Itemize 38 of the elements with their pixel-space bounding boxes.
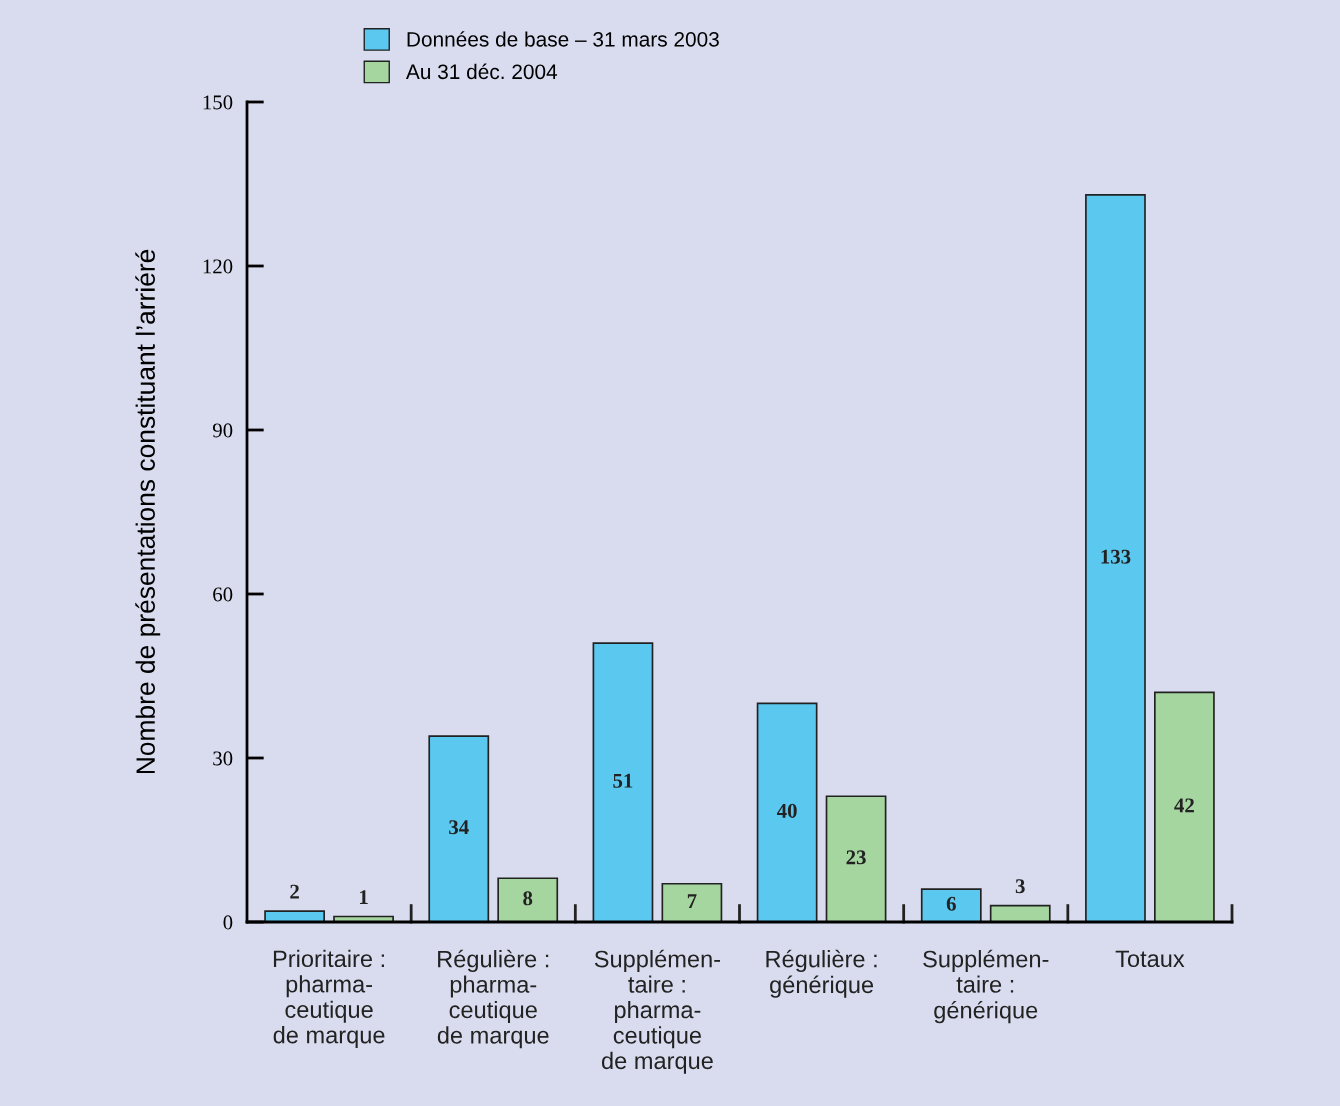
bar — [1085, 194, 1146, 922]
legend-label: Données de base – 31 mars 2003 — [407, 31, 719, 47]
bar — [989, 904, 1051, 922]
data-label: 7 — [687, 894, 697, 908]
data-label: 8 — [523, 891, 533, 906]
data-label: 40 — [776, 803, 797, 818]
data-label: 34 — [449, 820, 469, 835]
data-label: 1 — [360, 890, 368, 904]
bar — [756, 702, 818, 922]
bar — [825, 795, 887, 922]
x-tick-label: Régulière : générique — [766, 949, 877, 998]
legend-label: Au 31 déc. 2004 — [405, 63, 558, 80]
data-label: 6 — [946, 896, 956, 911]
y-tick-label: 0 — [223, 915, 233, 930]
x-tick-label: Supplémen- taire : générique — [923, 949, 1049, 1024]
bar — [428, 735, 490, 922]
bar — [264, 910, 325, 922]
x-tick-label: Prioritaire : pharma- ceutique de marque — [273, 949, 385, 1049]
x-tick-label: Totaux — [1115, 950, 1185, 968]
data-label: 3 — [1015, 879, 1025, 894]
bar — [592, 642, 654, 922]
data-label: 51 — [613, 773, 633, 788]
bar — [920, 888, 982, 922]
y-tick-label: 60 — [213, 587, 233, 602]
data-label: 2 — [290, 884, 299, 899]
y-tick-label: 90 — [212, 423, 233, 438]
x-tick-label: Supplémen- taire : pharma- ceutique de marque — [594, 949, 721, 1074]
x-tick-label: Régulière : pharma- ceutique de marque — [437, 949, 549, 1049]
y-tick-label: 120 — [203, 259, 233, 274]
bar — [497, 877, 559, 922]
bar — [1154, 691, 1215, 922]
y-tick-label: 150 — [203, 95, 233, 110]
data-label: 133 — [1101, 549, 1131, 564]
bar — [661, 882, 723, 922]
data-label: 42 — [1174, 798, 1194, 813]
y-axis-title: Nombre de présentations constituant l’arriéré — [135, 249, 161, 774]
y-tick-label: 30 — [213, 751, 233, 766]
data-label: 23 — [846, 850, 866, 865]
